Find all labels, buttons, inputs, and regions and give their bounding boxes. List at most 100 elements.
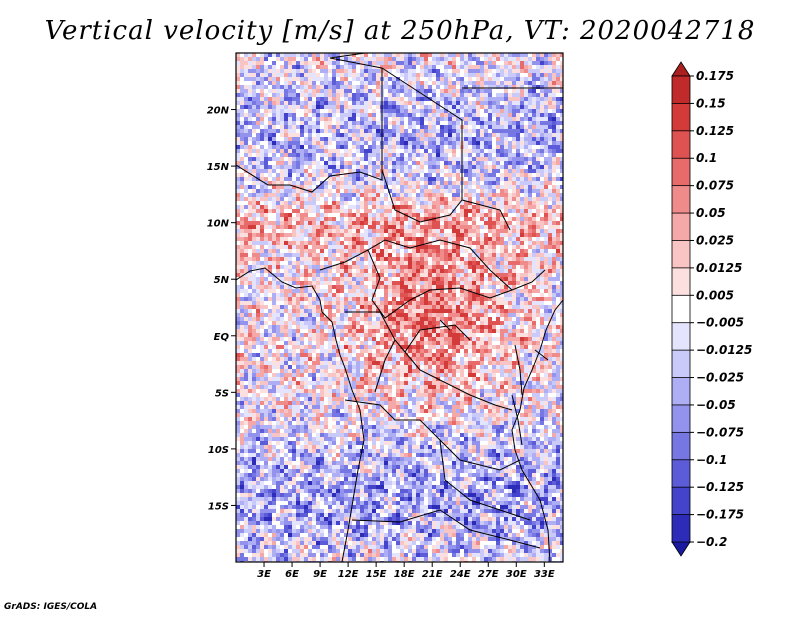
field-cell: [316, 189, 321, 194]
field-cell: [488, 81, 493, 86]
field-cell: [372, 137, 377, 142]
field-cell: [444, 125, 449, 130]
field-cell: [240, 237, 245, 242]
field-cell: [244, 209, 249, 214]
field-cell: [356, 185, 361, 190]
field-cell: [256, 65, 261, 70]
field-cell: [328, 109, 333, 114]
field-cell: [468, 69, 473, 74]
field-cell: [272, 157, 277, 162]
field-cell: [292, 113, 297, 118]
field-cell: [544, 189, 549, 194]
field-cell: [428, 293, 433, 298]
field-cell: [252, 221, 257, 226]
field-cell: [380, 249, 385, 254]
field-cell: [256, 201, 261, 206]
field-cell: [456, 249, 461, 254]
field-cell: [480, 185, 485, 190]
field-cell: [380, 285, 385, 290]
field-cell: [348, 209, 353, 214]
field-cell: [424, 105, 429, 110]
field-cell: [312, 157, 317, 162]
field-cell: [472, 193, 477, 198]
field-cell: [276, 73, 281, 78]
field-cell: [556, 65, 561, 70]
field-cell: [448, 237, 453, 242]
field-cell: [400, 97, 405, 102]
field-cell: [352, 185, 357, 190]
field-cell: [288, 265, 293, 270]
field-cell: [380, 273, 385, 278]
field-cell: [328, 185, 333, 190]
field-cell: [376, 137, 381, 142]
field-cell: [556, 73, 561, 78]
field-cell: [460, 261, 465, 266]
field-cell: [384, 197, 389, 202]
field-cell: [368, 157, 373, 162]
field-cell: [364, 273, 369, 278]
field-cell: [336, 121, 341, 126]
field-cell: [288, 149, 293, 154]
field-cell: [440, 57, 445, 62]
field-cell: [424, 69, 429, 74]
field-cell: [244, 269, 249, 274]
field-cell: [312, 141, 317, 146]
field-cell: [428, 229, 433, 234]
field-cell: [532, 197, 537, 202]
field-cell: [364, 185, 369, 190]
field-cell: [552, 281, 557, 286]
field-cell: [280, 177, 285, 182]
field-cell: [360, 189, 365, 194]
field-cell: [560, 157, 563, 162]
field-cell: [292, 269, 297, 274]
field-cell: [256, 169, 261, 174]
field-cell: [312, 129, 317, 134]
field-cell: [400, 129, 405, 134]
field-cell: [324, 277, 329, 282]
field-cell: [456, 285, 461, 290]
field-cell: [516, 245, 521, 250]
field-cell: [360, 241, 365, 246]
field-cell: [504, 237, 509, 242]
field-cell: [372, 121, 377, 126]
field-cell: [268, 93, 273, 98]
field-cell: [392, 285, 397, 290]
field-cell: [308, 237, 313, 242]
field-cell: [432, 65, 437, 70]
field-cell: [376, 149, 381, 154]
field-cell: [316, 261, 321, 266]
field-cell: [360, 169, 365, 174]
field-cell: [248, 241, 253, 246]
field-cell: [336, 205, 341, 210]
field-cell: [496, 225, 501, 230]
field-cell: [444, 133, 449, 138]
field-cell: [360, 85, 365, 90]
field-cell: [396, 289, 401, 294]
field-cell: [528, 257, 533, 262]
field-cell: [384, 229, 389, 234]
field-cell: [280, 165, 285, 170]
field-cell: [244, 165, 249, 170]
field-cell: [332, 165, 337, 170]
field-cell: [280, 241, 285, 246]
field-cell: [512, 197, 517, 202]
field-cell: [412, 161, 417, 166]
field-cell: [432, 161, 437, 166]
field-cell: [528, 173, 533, 178]
field-cell: [540, 205, 545, 210]
field-cell: [260, 137, 265, 142]
field-cell: [460, 61, 465, 66]
field-cell: [348, 281, 353, 286]
field-cell: [532, 161, 537, 166]
field-cell: [412, 213, 417, 218]
field-cell: [556, 189, 561, 194]
field-cell: [508, 105, 513, 110]
field-cell: [340, 65, 345, 70]
field-cell: [388, 241, 393, 246]
field-cell: [416, 205, 421, 210]
field-cell: [368, 201, 373, 206]
field-cell: [396, 73, 401, 78]
field-cell: [432, 289, 437, 294]
field-cell: [544, 169, 549, 174]
field-cell: [296, 165, 301, 170]
